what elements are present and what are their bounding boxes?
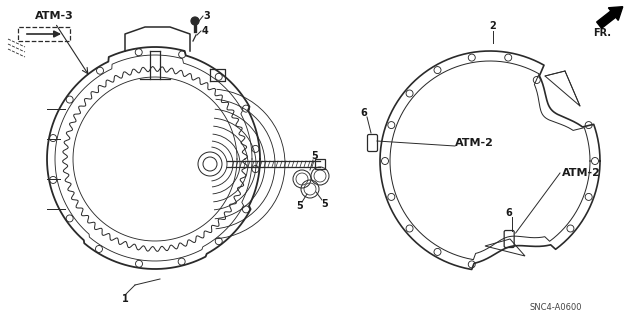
Text: 6: 6 [360,108,367,118]
Text: FR.: FR. [593,28,611,38]
Circle shape [191,17,199,25]
Text: ATM-3: ATM-3 [35,11,74,21]
Text: 5: 5 [296,201,303,211]
Polygon shape [596,11,616,28]
Polygon shape [609,7,623,20]
Text: ATM-2: ATM-2 [455,138,494,148]
Text: 1: 1 [122,294,129,304]
Text: 2: 2 [490,21,497,31]
Text: 3: 3 [204,11,211,21]
Text: 5: 5 [322,199,328,209]
Text: ATM-2: ATM-2 [562,168,601,178]
Text: SNC4-A0600: SNC4-A0600 [530,302,582,311]
Text: 5: 5 [312,151,318,161]
Text: 6: 6 [506,208,512,218]
Text: 4: 4 [202,26,209,36]
